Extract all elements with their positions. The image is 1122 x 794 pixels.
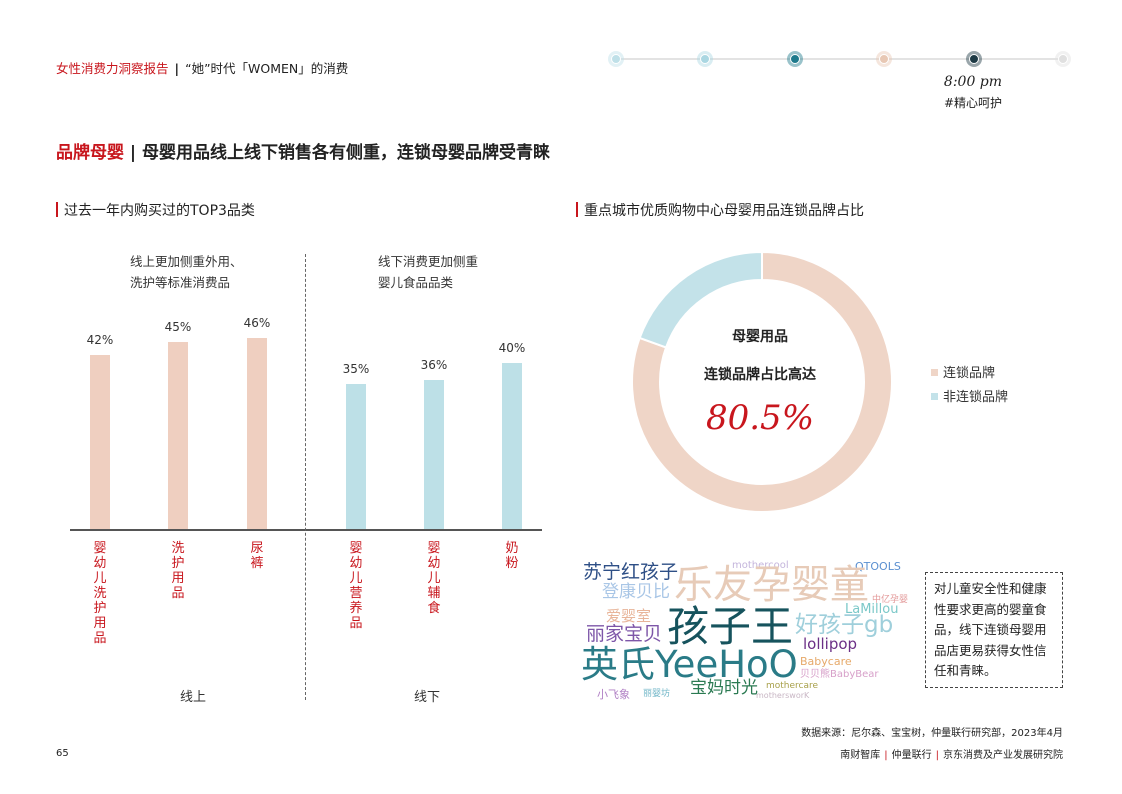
donut-center-value: 80.5% [705, 398, 814, 438]
word-cloud-term: 好孩子gb [795, 612, 894, 638]
category-label: 洗护用品 [171, 541, 185, 601]
offline-note: 线下消费更加侧重 婴儿食品品类 [378, 251, 478, 293]
left-subtitle-text: 过去一年内购买过的TOP3品类 [64, 203, 255, 219]
word-cloud-term: 宝妈时光 [690, 678, 758, 698]
bar [90, 354, 110, 529]
page-number: 65 [56, 748, 69, 759]
timeline-time: 8:00 pm [943, 74, 1003, 90]
x-axis [70, 529, 542, 531]
bar [168, 342, 188, 529]
donut-slice-chain [631, 250, 893, 513]
footer-orgs: 南财智库 | 仲量联行 | 京东消费及产业发展研究院 [840, 746, 1063, 761]
word-cloud-term: 爱婴室 [606, 607, 652, 625]
offline-note-line2: 婴儿食品品类 [378, 275, 454, 290]
org-separator: | [935, 750, 939, 761]
online-note-line1: 线上更加侧重外用、 [130, 254, 243, 269]
timeline-dot-core [611, 54, 621, 64]
org-2: 仲量联行 [891, 750, 932, 761]
legend-non-chain: 非连锁品牌 [931, 386, 1008, 405]
timeline-dot-core [969, 54, 979, 64]
bar-value-label: 40% [498, 341, 526, 355]
word-cloud-term: 孩子王 [667, 602, 794, 651]
legend-chain: 连锁品牌 [931, 362, 995, 381]
page-title-headline: 母婴用品线上线下销售各有侧重，连锁母婴品牌受青睐 [142, 143, 551, 163]
bar-value-label: 45% [164, 320, 192, 335]
category-label: 婴幼儿辅食 [427, 541, 441, 616]
category-label: 尿裤 [250, 541, 264, 571]
insight-note: 对儿童安全性和健康性要求更高的婴童食品，线下连锁母婴用品店更易获得女性信任和青睐… [925, 572, 1063, 688]
page-title-category: 品牌母婴 [56, 143, 124, 163]
online-note: 线上更加侧重外用、 洗护等标准消费品 [130, 251, 243, 293]
report-name: 女性消费力洞察报告 [56, 61, 169, 76]
timeline-dot-core [879, 54, 889, 64]
bar-value-label: 46% [243, 316, 271, 331]
word-cloud-term: lollipop [803, 635, 858, 653]
timeline-track [616, 58, 1064, 60]
org-separator: | [884, 750, 888, 761]
title-separator: | [124, 143, 143, 163]
timeline-dot-core [790, 54, 800, 64]
group-label-offline: 线下 [414, 690, 441, 705]
timeline-tag: #精心呵护 [943, 96, 1003, 110]
group-divider [305, 254, 306, 700]
word-cloud-term: 小飞象 [597, 688, 630, 701]
report-section: “她”时代「WOMEN」的消费 [185, 61, 349, 76]
word-cloud-term: LaMillou [845, 602, 899, 617]
legend-swatch-non-chain [931, 393, 938, 400]
bar [346, 383, 366, 529]
legend-label-non-chain: 非连锁品牌 [943, 390, 1009, 405]
word-cloud-term: 丽婴坊 [643, 689, 671, 699]
org-3: 京东消费及产业发展研究院 [943, 750, 1063, 761]
word-cloud-term: 丽家宝贝 [586, 623, 663, 645]
word-cloud-term: QTOOLS [855, 560, 901, 573]
word-cloud-term: mothercare [766, 681, 819, 691]
bar-value-label: 42% [86, 332, 114, 347]
report-header: 女性消费力洞察报告 | “她”时代「WOMEN」的消费 [56, 58, 348, 77]
word-cloud-term: mothersworK [756, 691, 810, 700]
bar-value-label: 36% [420, 357, 448, 372]
data-source: 数据来源：尼尔森、宝宝树，仲量联行研究部，2023年4月 [801, 728, 1063, 739]
word-cloud-term: 贝贝熊BabyBear [800, 669, 879, 680]
donut-slice-non-chain [638, 250, 763, 349]
word-cloud-term: 登康贝比 [602, 582, 670, 602]
word-cloud-term: 英氏YeeHoO [581, 643, 798, 686]
legend-label-chain: 连锁品牌 [943, 366, 996, 381]
word-cloud-term: Babycare [800, 655, 852, 668]
org-1: 南财智库 [840, 750, 881, 761]
bar [247, 338, 267, 529]
subtitle-marker [576, 202, 578, 217]
group-label-online: 线上 [180, 690, 207, 705]
legend-swatch-chain [931, 369, 938, 376]
category-label: 奶粉 [505, 541, 519, 571]
header-separator: | [174, 61, 180, 76]
donut-center-line1: 母婴用品 [732, 329, 788, 345]
word-cloud-term: 乐友孕婴童 [674, 563, 870, 608]
offline-note-line1: 线下消费更加侧重 [378, 254, 479, 269]
bar [424, 379, 444, 529]
left-subtitle: 过去一年内购买过的TOP3品类 [56, 200, 255, 220]
subtitle-marker [56, 202, 58, 217]
timeline-dot-core [1058, 54, 1068, 64]
timeline-dot-core [700, 54, 710, 64]
right-subtitle-text: 重点城市优质购物中心母婴用品连锁品牌占比 [584, 203, 864, 219]
word-cloud-term: mothercool [732, 560, 789, 571]
online-note-line2: 洗护等标准消费品 [130, 275, 231, 290]
chain-share-donut [631, 250, 893, 513]
word-cloud-term: 中亿孕婴 [872, 595, 909, 605]
category-label: 婴幼儿营养品 [349, 541, 363, 631]
bar-value-label: 35% [342, 361, 370, 376]
bar [502, 363, 522, 529]
page-title: 品牌母婴 | 母婴用品线上线下销售各有侧重，连锁母婴品牌受青睐 [56, 138, 550, 163]
word-cloud-term: 苏宁红孩子 [583, 561, 679, 583]
right-subtitle: 重点城市优质购物中心母婴用品连锁品牌占比 [576, 200, 864, 220]
category-label: 婴幼儿洗护用品 [93, 541, 107, 646]
donut-center-line2: 连锁品牌占比高达 [704, 367, 816, 383]
